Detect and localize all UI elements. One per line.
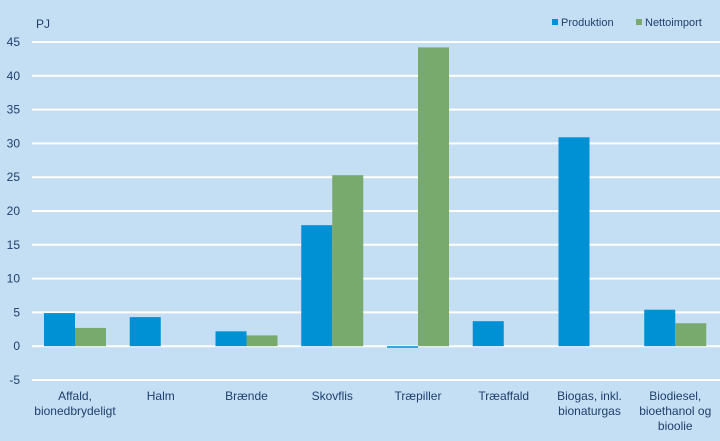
x-tick-label: Træpiller bbox=[395, 389, 442, 403]
x-tick-label: Biogas, inkl. bionaturgas bbox=[557, 389, 622, 418]
y-axis-label: PJ bbox=[36, 17, 50, 31]
y-tick-label: 25 bbox=[7, 170, 21, 184]
bar-produktion bbox=[472, 321, 504, 347]
legend-label: Produktion bbox=[561, 17, 614, 29]
y-tick-label: 20 bbox=[7, 204, 21, 218]
x-tick-label: Biodiesel, bioethanol og bioolie bbox=[639, 389, 711, 433]
y-tick-label: 5 bbox=[13, 305, 20, 319]
bar-produktion bbox=[558, 137, 590, 347]
y-tick-label: -5 bbox=[9, 373, 20, 387]
legend-swatch bbox=[552, 19, 558, 25]
bar-produktion bbox=[387, 346, 418, 348]
y-tick-label: 0 bbox=[13, 339, 20, 353]
y-tick-label: 10 bbox=[7, 272, 21, 286]
y-tick-label: 15 bbox=[7, 238, 21, 252]
bar-produktion bbox=[215, 331, 247, 347]
bar-nettoimport bbox=[418, 47, 449, 347]
y-tick-label: 40 bbox=[7, 69, 21, 83]
y-tick-label: 45 bbox=[7, 35, 21, 49]
x-tick-label: Brænde bbox=[225, 389, 268, 403]
bar-produktion bbox=[301, 225, 333, 347]
x-tick-label: Træaffald bbox=[478, 389, 529, 403]
bar-produktion bbox=[129, 317, 161, 347]
x-tick-label: Halm bbox=[147, 389, 175, 403]
bar-nettoimport bbox=[75, 327, 106, 347]
legend-label: Nettoimport bbox=[645, 17, 702, 29]
y-tick-label: 35 bbox=[7, 103, 21, 117]
legend-swatch bbox=[636, 19, 642, 25]
bar-nettoimport bbox=[246, 335, 278, 347]
bar-produktion bbox=[44, 313, 75, 347]
x-tick-label: Skovflis bbox=[312, 389, 353, 403]
x-tick-label: Affald, bionedbrydeligt bbox=[34, 389, 116, 418]
bar-nettoimport bbox=[675, 323, 707, 347]
bar-produktion bbox=[644, 309, 676, 347]
bar-nettoimport bbox=[332, 175, 364, 347]
y-tick-label: 30 bbox=[7, 136, 21, 150]
